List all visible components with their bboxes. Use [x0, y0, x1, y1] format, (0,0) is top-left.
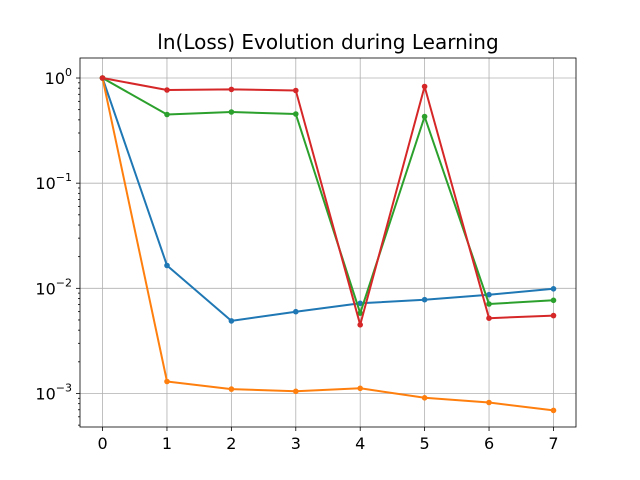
- data-point: [421, 296, 428, 303]
- data-point: [228, 86, 235, 93]
- data-point: [550, 297, 557, 304]
- chart-title: ln(Loss) Evolution during Learning: [157, 30, 498, 54]
- x-tick-label: 5: [420, 434, 430, 453]
- data-point: [357, 322, 364, 328]
- y-tick-label: 10−2: [35, 276, 72, 298]
- data-point: [293, 87, 299, 94]
- data-point: [550, 312, 557, 319]
- data-point: [293, 111, 299, 117]
- data-point: [293, 308, 299, 315]
- series-line: [102, 77, 554, 326]
- y-tick-label: 10−3: [35, 381, 72, 403]
- data-point: [228, 386, 235, 392]
- x-tick-label: 4: [355, 434, 365, 453]
- data-point: [421, 395, 428, 401]
- y-tick-label: 100: [45, 66, 72, 88]
- x-tick-label: 0: [97, 434, 107, 453]
- data-point: [164, 262, 170, 269]
- data-point: [486, 399, 492, 406]
- series-4: [99, 75, 557, 328]
- data-point: [421, 83, 428, 90]
- x-tick-label: 6: [484, 434, 494, 453]
- series-group: [99, 75, 557, 414]
- data-point: [550, 407, 557, 414]
- y-tick-label: 10−1: [35, 171, 72, 193]
- data-point: [486, 291, 492, 298]
- x-tick-label: 2: [226, 434, 236, 453]
- data-point: [164, 87, 170, 93]
- data-point: [357, 300, 364, 307]
- data-point: [357, 310, 364, 317]
- series-line: [102, 77, 554, 315]
- data-point: [228, 109, 235, 115]
- data-point: [164, 111, 170, 118]
- axis-ticks: 0 1 2 3 4 5 6 7 100 10−1 10−2 10−3: [35, 66, 558, 453]
- plot-area-frame: [79, 57, 577, 428]
- series-3: [99, 75, 557, 317]
- data-point: [550, 286, 557, 292]
- data-point: [421, 113, 428, 120]
- data-point: [164, 378, 170, 385]
- series-line: [101, 77, 554, 412]
- data-point: [486, 315, 492, 322]
- x-tick-label: 7: [548, 434, 558, 453]
- data-point: [357, 385, 364, 392]
- data-point: [293, 388, 299, 395]
- data-point: [99, 75, 106, 81]
- x-tick-label: 1: [162, 434, 172, 453]
- data-point: [228, 318, 235, 324]
- data-point: [486, 301, 492, 307]
- series-line: [101, 77, 554, 322]
- x-tick-label: 3: [291, 434, 301, 453]
